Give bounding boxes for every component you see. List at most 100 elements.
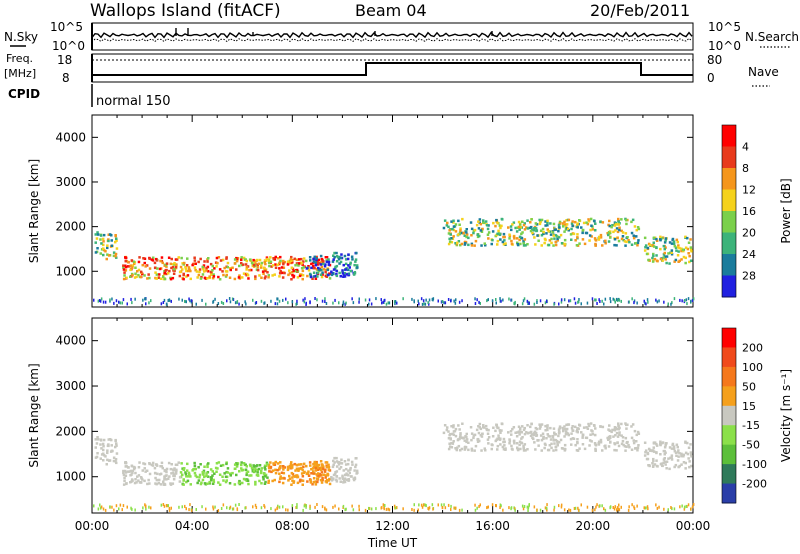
velocity-cell	[235, 473, 238, 477]
power-cell	[301, 263, 304, 266]
velocity-cell	[340, 458, 343, 461]
power-cell	[218, 268, 222, 271]
velocity-cell	[160, 503, 163, 507]
velocity-cell	[574, 425, 577, 429]
power-cell	[450, 241, 454, 244]
velocity-cell	[350, 460, 354, 464]
velocity-cell	[510, 506, 513, 510]
power-cell	[154, 271, 157, 274]
xtick-label: 04:00	[175, 519, 210, 533]
power-cell	[594, 239, 598, 242]
velocity-cell	[620, 505, 622, 509]
velocity-cell	[417, 508, 419, 512]
power-cell	[467, 243, 470, 247]
power-cell	[309, 300, 311, 304]
power-cell	[651, 260, 655, 263]
power-cell	[599, 300, 601, 303]
velocity-cell	[264, 473, 268, 477]
power-cell	[292, 269, 295, 273]
velocity-cell	[316, 503, 318, 506]
velocity-cell	[510, 433, 513, 436]
velocity-cell	[162, 481, 165, 484]
velocity-cell	[524, 449, 527, 452]
velocity-cell	[546, 428, 549, 432]
velocity-cell	[256, 470, 259, 474]
velocity-cell	[458, 437, 461, 441]
power-cell	[352, 273, 356, 276]
velocity-cell	[683, 507, 686, 511]
velocity-cell	[310, 468, 313, 471]
velocity-cell	[131, 507, 133, 511]
power-cell	[637, 227, 641, 231]
power-cell	[252, 264, 256, 267]
power-cell	[454, 230, 458, 233]
velocity-cell	[122, 504, 125, 508]
xtick-label: 08:00	[275, 519, 310, 533]
power-cell	[457, 219, 460, 223]
velocity-cell	[490, 447, 493, 451]
velocity-cell	[469, 426, 473, 429]
power-cell	[312, 257, 315, 261]
velocity-cell	[452, 424, 455, 427]
velocity-cell	[571, 425, 574, 428]
power-cell	[450, 299, 452, 303]
power-cell	[514, 300, 516, 304]
velocity-cell	[312, 470, 315, 473]
power-cell	[316, 298, 318, 302]
power-cell	[478, 221, 481, 224]
power-colorbar-swatch	[722, 232, 736, 255]
velocity-cell	[663, 453, 666, 456]
power-cell	[184, 267, 188, 270]
power-cell	[690, 299, 692, 303]
power-cell	[536, 301, 538, 304]
velocity-cell	[437, 503, 439, 507]
power-cell	[576, 233, 579, 236]
velocity-cell	[122, 469, 125, 473]
power-cell	[167, 256, 171, 259]
velocity-cell	[476, 506, 478, 510]
velocity-cell	[520, 441, 523, 444]
power-cell	[233, 262, 237, 265]
velocity-cell	[612, 506, 614, 509]
velocity-cell	[676, 459, 680, 462]
velocity-cell	[581, 443, 585, 446]
power-cell	[264, 262, 267, 266]
power-cell	[209, 270, 213, 274]
velocity-cell	[323, 470, 327, 473]
power-cell	[458, 300, 461, 304]
velocity-cell	[254, 467, 257, 470]
velocity-cell	[107, 438, 110, 441]
power-cell	[295, 268, 299, 272]
velocity-cell	[675, 443, 679, 446]
power-cell	[385, 302, 388, 306]
velocity-cell	[300, 463, 303, 466]
power-cell	[673, 245, 677, 248]
power-cell	[137, 273, 140, 277]
power-cell	[93, 298, 95, 302]
power-cell	[476, 298, 478, 302]
power-cell	[107, 254, 111, 257]
velocity-colorbar-tick: -100	[742, 458, 767, 471]
velocity-cell	[623, 445, 627, 448]
velocity-cell	[656, 506, 659, 510]
power-cell	[576, 222, 579, 225]
velocity-cell	[608, 424, 611, 427]
power-cell	[96, 247, 99, 250]
velocity-cell	[503, 440, 506, 444]
velocity-cell	[615, 431, 619, 435]
velocity-cell	[460, 436, 464, 439]
velocity-cell	[560, 505, 563, 509]
velocity-cell	[686, 452, 690, 456]
power-cell	[290, 255, 293, 259]
power-cell	[291, 273, 294, 277]
power-cell	[634, 242, 638, 245]
power-cell	[575, 244, 579, 247]
power-cell	[446, 221, 449, 225]
velocity-cell	[643, 506, 645, 510]
velocity-cell	[659, 443, 662, 447]
velocity-cell	[581, 433, 585, 436]
power-cell	[676, 254, 680, 257]
power-cell	[274, 302, 277, 306]
power-cell	[480, 230, 484, 233]
power-cell	[219, 259, 223, 262]
